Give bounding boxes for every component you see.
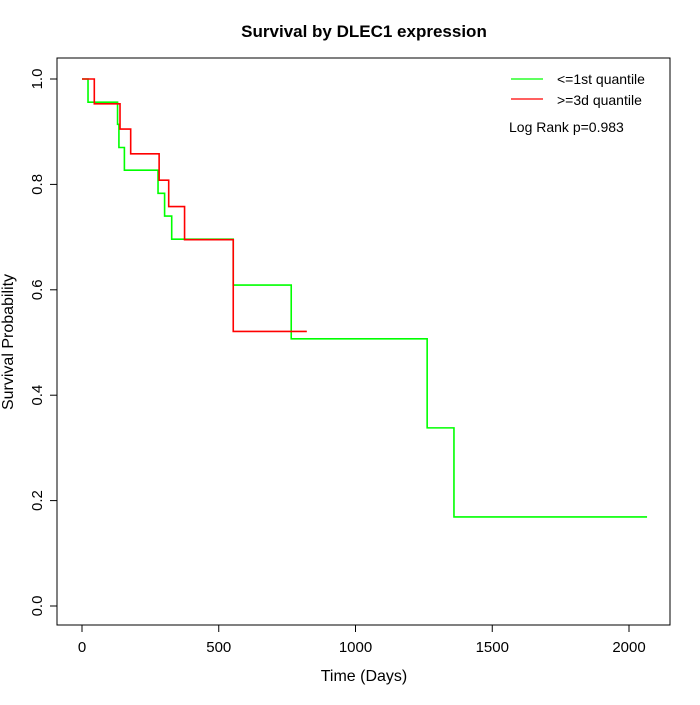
y-axis-label: Survival Probability — [0, 274, 17, 410]
y-tick-label: 0.8 — [29, 174, 46, 195]
legend-label-0: <=1st quantile — [557, 71, 645, 87]
plot-frame — [56, 57, 671, 626]
survival-curve-0 — [82, 78, 648, 518]
x-tick-label: 1000 — [339, 639, 372, 656]
chart-title: Survival by DLEC1 expression — [241, 22, 487, 41]
x-tick-label: 500 — [206, 639, 231, 656]
x-tick-label: 0 — [78, 639, 86, 656]
y-tick-label: 0.4 — [29, 385, 46, 406]
logrank-annotation: Log Rank p=0.983 — [509, 119, 624, 135]
legend: <=1st quantile >=3d quantile Log Rank p=… — [509, 71, 645, 135]
y-tick-label: 0.2 — [29, 490, 46, 511]
y-tick-label: 1.0 — [29, 69, 46, 90]
x-tick-label: 2000 — [612, 639, 645, 656]
y-tick-label: 0.0 — [29, 596, 46, 617]
survival-curve-1 — [82, 78, 307, 333]
legend-label-1: >=3d quantile — [557, 92, 642, 108]
x-tick-label: 1500 — [476, 639, 509, 656]
x-axis-label: Time (Days) — [321, 668, 408, 685]
y-tick-label: 0.6 — [29, 279, 46, 300]
